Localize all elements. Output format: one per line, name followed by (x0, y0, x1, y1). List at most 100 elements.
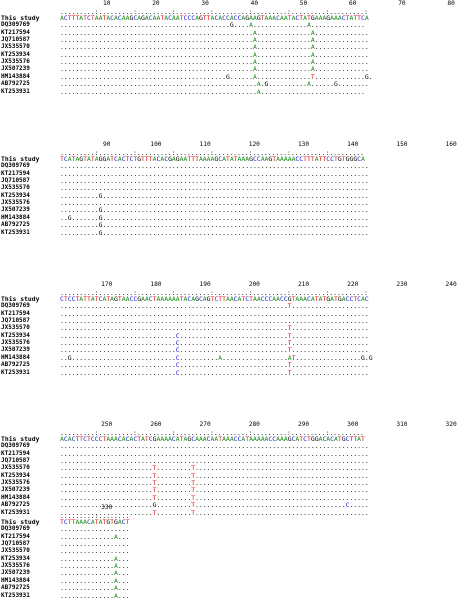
position-tick-label: 260 (150, 421, 162, 428)
sequence-row: .................. (60, 540, 130, 549)
position-tick-label: 190 (199, 281, 211, 288)
sequence-row: ..............A... (60, 532, 130, 541)
position-ruler: .........:.........:.........:.........:… (60, 429, 364, 437)
taxon-label: JX535576 (1, 199, 30, 207)
sequence-row: CTCCTATTATCATAGTAACCGAACTAAAAAATACAGCAGT… (60, 295, 369, 303)
position-tick-label: 10 (103, 0, 111, 7)
position-tick-label: 50 (299, 0, 308, 7)
sequence-row: ........................................… (60, 457, 369, 466)
taxon-label: This study (1, 14, 40, 22)
taxon-label: AB792725 (1, 361, 30, 369)
taxon-label: KT253931 (1, 228, 30, 236)
taxon-label: KT253931 (1, 368, 30, 376)
sequence-row: ........................................… (60, 442, 369, 451)
taxon-label: This study (1, 295, 40, 303)
taxon-label: JX507239 (1, 206, 30, 214)
sequence-row: .................. (60, 547, 130, 556)
sequence-row: ........................................… (60, 43, 369, 52)
position-tick-label: 110 (199, 141, 211, 148)
taxon-label: KT217594 (1, 309, 30, 317)
taxon-label: HM143884 (1, 72, 30, 80)
sequence-row: ..........G.............................… (60, 191, 369, 200)
position-tick-label: 70 (398, 0, 406, 7)
sequence-row: ..G...........................C.........… (60, 353, 373, 362)
sequence-row: .................. (60, 525, 130, 534)
taxon-label: JQ710587 (1, 540, 30, 548)
position-tick-label: 170 (101, 281, 113, 288)
taxon-label: AB792725 (1, 221, 30, 229)
sequence-row: ..........G.............................… (60, 221, 369, 230)
taxon-label: AB792725 (1, 584, 30, 592)
position-tick-label: 140 (347, 141, 359, 148)
position-tick-label: 60 (349, 0, 357, 7)
position-tick-label: 320 (445, 421, 457, 428)
sequence-row: ........................................… (60, 28, 369, 37)
sequence-row: ........................................… (60, 302, 369, 311)
taxon-label: HM143884 (1, 213, 30, 221)
taxon-label: KT253931 (1, 508, 30, 516)
taxon-label: JX507239 (1, 346, 30, 354)
taxon-label: KT253934 (1, 191, 30, 199)
sequence-row: ..G.......G.............................… (60, 213, 369, 222)
position-tick-label: 210 (297, 281, 310, 288)
sequence-row: ..............................C.........… (60, 361, 369, 370)
position-tick-label: 270 (199, 421, 211, 428)
taxon-label: AB792725 (1, 501, 30, 509)
taxon-label: JX535570 (1, 184, 30, 192)
sequence-row: ........................T.........T.....… (60, 493, 369, 502)
taxon-label: JX507239 (1, 486, 30, 494)
position-tick-label: 310 (396, 421, 408, 428)
position-tick-label: 330 (101, 504, 113, 511)
taxon-label: JX535570 (1, 547, 30, 555)
taxon-label: KT253934 (1, 50, 30, 58)
taxon-label: JX507239 (1, 569, 30, 577)
position-tick-label: 120 (248, 141, 260, 148)
sequence-row: ........................T.........T.....… (60, 471, 369, 480)
sequence-row: ........................................… (60, 50, 369, 59)
sequence-row: ..............................C.........… (60, 346, 369, 355)
sequence-row: ........................T.........T.....… (60, 508, 369, 517)
taxon-label: KT253931 (1, 591, 30, 599)
position-tick-label: 240 (445, 281, 457, 288)
taxon-label: JX535576 (1, 58, 30, 66)
position-tick-label: 160 (445, 141, 457, 148)
sequence-row: ..............A... (60, 584, 130, 593)
sequence-row: ..............A... (60, 569, 130, 578)
position-tick-label: 100 (150, 141, 162, 148)
position-tick-label: 30 (201, 0, 209, 7)
sequence-row: ........................................… (60, 317, 369, 326)
sequence-row: ........................................… (60, 309, 369, 318)
sequence-row: ........................................… (60, 324, 369, 333)
taxon-label: HM143884 (1, 493, 30, 501)
position-tick-label: 230 (396, 281, 408, 288)
position-tick-label: 130 (297, 141, 310, 148)
sequence-row: ........................................… (60, 177, 369, 186)
taxon-label: DQ309769 (1, 302, 30, 310)
position-tick-label: 200 (248, 281, 260, 288)
position-tick-label: 290 (297, 421, 310, 428)
sequence-row: ........................T.........T.....… (60, 486, 369, 495)
position-tick-label: 90 (103, 141, 111, 148)
position-tick-label: 40 (250, 0, 259, 7)
taxon-label: JQ710587 (1, 177, 30, 185)
taxon-label: KT217594 (1, 449, 30, 457)
sequence-row: ........................................… (60, 184, 369, 193)
sequence-row: ........................................… (60, 449, 369, 458)
position-ruler: .........:.........:.........:.........:… (60, 289, 368, 297)
taxon-label: JX535570 (1, 324, 30, 332)
sequence-row: ........................T.........T.....… (60, 464, 369, 473)
taxon-label: KT253934 (1, 554, 30, 562)
taxon-label: AB792725 (1, 80, 30, 88)
position-ruler: .........:.........:.........:.........:… (60, 149, 364, 157)
sequence-row: ........................................… (60, 72, 373, 81)
sequence-row: ........................................… (60, 162, 369, 171)
taxon-label: KT217594 (1, 28, 30, 36)
taxon-label: JX507239 (1, 65, 30, 73)
taxon-label: JX535570 (1, 43, 30, 51)
taxon-label: KT217594 (1, 532, 30, 540)
sequence-row: ..............A... (60, 562, 130, 571)
taxon-label: This study (1, 435, 40, 443)
position-tick-label: 150 (396, 141, 408, 148)
sequence-row: ..............A... (60, 591, 130, 600)
